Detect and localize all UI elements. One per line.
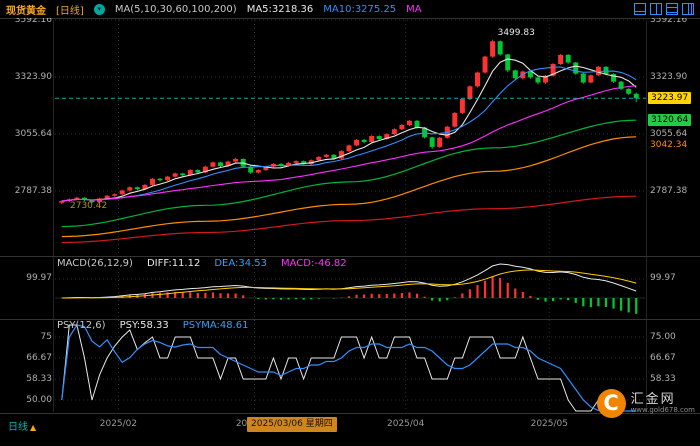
x-axis-label: 2025/05 (530, 419, 568, 429)
price-tick-right: 2787.38 (650, 186, 688, 196)
header-bar: 现货黄金 [日线] ▾ MA(5,10,30,60,100,200) MA5:3… (0, 0, 700, 18)
expand-arrow-icon: ▲ (30, 423, 37, 432)
psy-tick-right: 58.33 (650, 374, 676, 384)
ma5-value-label: MA5:3218.36 (246, 3, 314, 15)
macd-axis-left: 99.97 (26, 273, 52, 283)
macd-label-row: MACD(26,12,9) DIFF:11.12 DEA:34.53 MACD:… (57, 258, 347, 269)
layout-split-icon[interactable] (634, 3, 646, 15)
ma100-price-label: 3042.34 (650, 139, 688, 150)
price-tick-right: 3055.64 (650, 129, 688, 139)
period-dropdown-icon[interactable]: ▾ (93, 3, 105, 15)
price-tick-left: 3323.90 (14, 72, 52, 82)
x-axis-label: 2025/02 (99, 419, 138, 429)
low-annotation: 2730.42 (70, 201, 108, 212)
psy-value-label: PSY:58.33 (119, 320, 169, 331)
psy-label-row: PSY(12,6) PSY:58.33 PSYMA:48.61 (57, 320, 249, 331)
psy-tick-right: 66.67 (650, 353, 676, 363)
psy-tick-right: 75.00 (650, 332, 676, 342)
logo-site-url: www.gold678.com (630, 405, 695, 414)
layout-columns-icon[interactable] (650, 3, 662, 15)
ma10-value-label: MA10:3275.25 (323, 3, 397, 15)
macd-diff-label: DIFF:11.12 (146, 258, 201, 269)
ma60-price-tag: 3120.64 (648, 113, 692, 126)
logo-mark-icon: C (596, 389, 626, 418)
psy-title[interactable]: PSY(12,6) (57, 320, 106, 331)
ma-settings-label: MA(5,10,30,60,100,200) (114, 3, 237, 15)
psy-tick-left: 75 (40, 332, 52, 342)
logo-site-name: 汇金网 (630, 391, 676, 407)
layout-rows-icon[interactable] (666, 3, 678, 15)
macd-axis-right: 99.97 (650, 273, 676, 283)
ma30-value-label: MA (406, 3, 422, 15)
psyma-value-label: PSYMA:48.61 (182, 320, 249, 331)
high-annotation: 3499.83 (497, 27, 535, 38)
layout-grid-icon[interactable] (682, 3, 694, 15)
price-tick-right: 3592.16 (650, 15, 688, 25)
period-label[interactable]: [日线] (56, 5, 84, 17)
macd-dea-label: DEA:34.53 (214, 258, 268, 269)
x-axis-label: 2025/04 (386, 419, 425, 429)
period-selector-button[interactable]: 日线 ▲ (8, 422, 37, 433)
psy-tick-left: 66.67 (26, 353, 52, 363)
price-tick-left: 3592.16 (14, 15, 52, 25)
psy-tick-left: 58.33 (26, 374, 52, 384)
last-price-tag: 3223.97 (648, 91, 692, 104)
symbol-name[interactable]: 现货黄金 (6, 5, 46, 17)
price-tick-right: 3323.90 (650, 72, 688, 82)
selected-date-badge: 2025/03/06 星期四 (247, 417, 337, 432)
macd-value-label: MACD:-46.82 (281, 258, 347, 269)
psy-tick-left: 50.00 (26, 395, 52, 405)
chart-layout-toolbar (634, 3, 694, 15)
price-tick-left: 3055.64 (14, 129, 52, 139)
price-tick-left: 2787.38 (14, 186, 52, 196)
macd-title[interactable]: MACD(26,12,9) (57, 258, 133, 269)
site-logo: C 汇金网 www.gold678.com (596, 389, 695, 418)
